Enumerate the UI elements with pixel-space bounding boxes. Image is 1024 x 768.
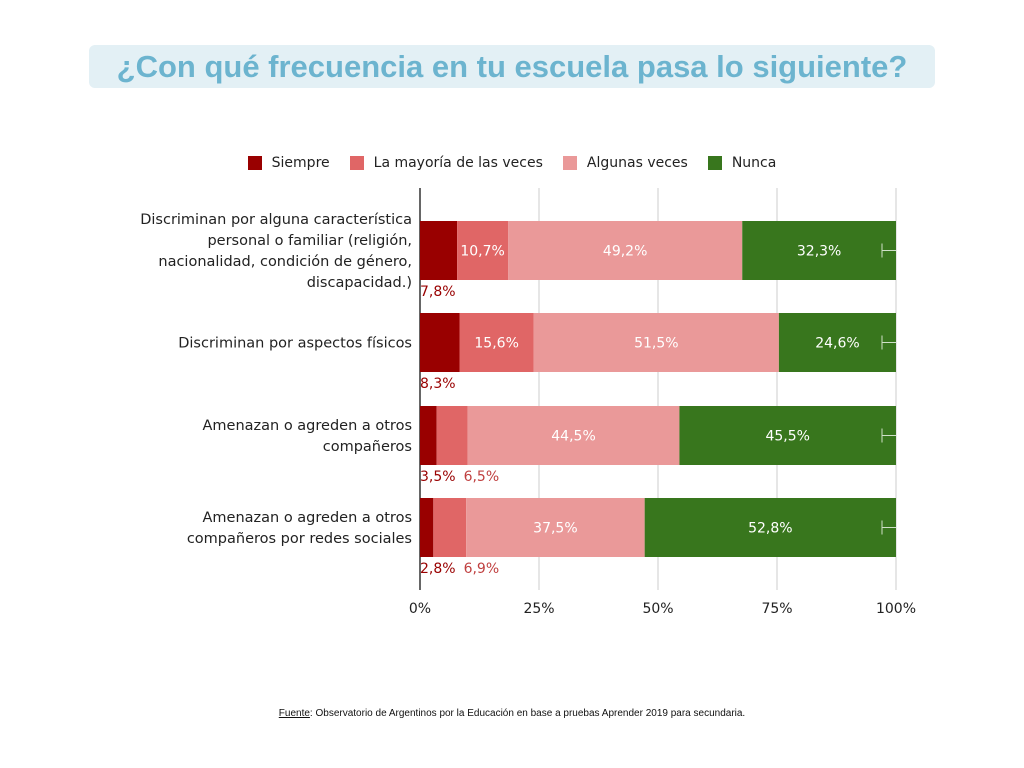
source-note: Fuente: Observatorio de Argentinos por l… — [0, 708, 1024, 719]
bar-segment — [436, 406, 468, 465]
bar-segment — [508, 221, 743, 280]
data-label: 3,5% — [420, 469, 456, 485]
x-tick-label: 75% — [761, 601, 792, 617]
legend-swatch — [349, 156, 364, 170]
bar-segment — [778, 313, 896, 372]
x-tick-label: 25% — [523, 601, 554, 617]
category-label: nacionalidad, condición de género, — [158, 254, 412, 270]
data-label: 24,6% — [815, 336, 859, 352]
bar-segment — [533, 313, 779, 372]
bar-segment — [420, 313, 460, 372]
legend-label: Nunca — [731, 155, 777, 171]
data-label: 37,5% — [533, 521, 577, 537]
bar-segment — [742, 221, 896, 280]
category-label: Discriminan por aspectos físicos — [178, 336, 412, 352]
page-title: ¿Con qué frecuencia en tu escuela pasa l… — [89, 45, 935, 88]
bar-segment — [467, 406, 680, 465]
data-label: 45,5% — [765, 429, 809, 445]
legend-item: La mayoría de las veces — [349, 155, 543, 171]
legend-item: Nunca — [707, 155, 777, 171]
category-label: discapacidad.) — [307, 275, 412, 291]
data-label: 52,8% — [748, 521, 792, 537]
legend-item: Algunas veces — [562, 155, 688, 171]
category-label: Amenazan o agreden a otros — [202, 418, 412, 434]
data-label: 15,6% — [474, 336, 518, 352]
category-label: compañeros por redes sociales — [187, 531, 412, 547]
bar-segment — [420, 498, 434, 557]
legend: Siempre La mayoría de las veces Algunas ve… — [0, 155, 1024, 171]
source-label: Fuente — [278, 708, 310, 719]
data-label: 32,3% — [797, 244, 841, 260]
data-label: 8,3% — [420, 376, 456, 392]
data-label: 7,8% — [420, 284, 456, 300]
data-label: 6,9% — [464, 561, 500, 577]
data-label: 2,8% — [420, 561, 456, 577]
legend-label: La mayoría de las veces — [373, 155, 543, 171]
legend-item: Siempre — [247, 155, 330, 171]
legend-label: Siempre — [271, 155, 330, 171]
data-label: 44,5% — [551, 429, 595, 445]
x-tick-label: 0% — [409, 601, 431, 617]
bar-segment — [420, 221, 458, 280]
legend-swatch — [562, 156, 577, 170]
bar-segment — [644, 498, 896, 557]
x-tick-label: 50% — [642, 601, 673, 617]
data-label: 6,5% — [464, 469, 500, 485]
x-tick-label: 100% — [876, 601, 916, 617]
data-label: 49,2% — [603, 244, 647, 260]
legend-label: Algunas veces — [586, 155, 688, 171]
bar-segment — [420, 406, 437, 465]
bar-segment — [459, 313, 534, 372]
bar-segment — [433, 498, 467, 557]
category-label: personal o familiar (religión, — [207, 233, 412, 249]
category-label: compañeros — [323, 439, 412, 455]
data-label: 51,5% — [634, 336, 678, 352]
legend-swatch — [707, 156, 722, 170]
bar-segment — [679, 406, 896, 465]
legend-swatch — [247, 156, 262, 170]
source-text: : Observatorio de Argentinos por la Educ… — [309, 708, 746, 719]
category-label: Amenazan o agreden a otros — [202, 510, 412, 526]
data-label: 10,7% — [460, 244, 504, 260]
category-label: Discriminan por alguna característica — [140, 212, 412, 228]
bar-segment — [457, 221, 509, 280]
bar-segment — [466, 498, 645, 557]
